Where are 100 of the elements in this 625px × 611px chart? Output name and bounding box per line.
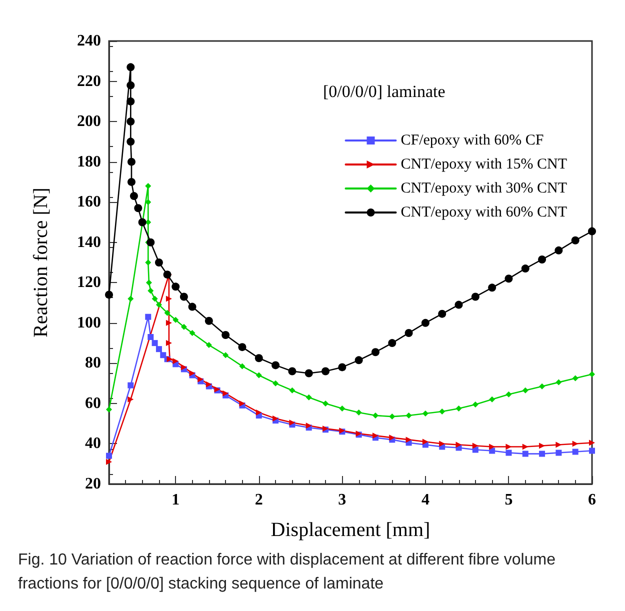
legend-label: CF/epoxy with 60% CF — [400, 132, 544, 148]
point — [166, 320, 172, 326]
point — [439, 408, 446, 415]
point — [372, 412, 378, 419]
x-tick-label: 5 — [504, 492, 513, 508]
point — [239, 363, 246, 370]
point — [172, 358, 179, 364]
point — [180, 324, 187, 330]
point — [154, 258, 163, 266]
point — [589, 448, 595, 454]
point — [204, 316, 213, 325]
point — [148, 334, 154, 340]
point — [306, 394, 312, 400]
point — [146, 238, 155, 246]
point — [404, 328, 413, 337]
point — [156, 346, 162, 352]
point — [522, 387, 528, 394]
point — [304, 369, 313, 378]
point — [145, 182, 152, 189]
y-tick-label: 200 — [77, 113, 101, 130]
y-tick-label: 60 — [85, 394, 101, 412]
point — [589, 371, 595, 378]
point — [152, 340, 158, 346]
point — [126, 81, 135, 90]
legend-label: CNT/epoxy with 60% CNT — [400, 204, 568, 220]
y-tick-label: 180 — [77, 153, 101, 170]
point — [454, 300, 463, 309]
point — [456, 442, 462, 448]
point — [339, 405, 346, 412]
y-tick-label: 220 — [77, 72, 101, 90]
point — [272, 380, 279, 386]
point — [439, 440, 446, 447]
y-tick-label: 120 — [77, 274, 101, 292]
point — [389, 414, 396, 420]
point — [130, 192, 138, 200]
y-tick-label: 140 — [77, 234, 101, 251]
point — [472, 401, 478, 408]
point — [406, 412, 412, 419]
point — [127, 158, 136, 166]
point — [134, 204, 142, 212]
point — [126, 118, 135, 126]
point — [106, 406, 112, 412]
point — [572, 440, 578, 447]
point — [571, 236, 580, 244]
point — [146, 280, 152, 286]
point — [538, 255, 546, 264]
point — [288, 367, 296, 376]
point — [206, 342, 212, 348]
point — [106, 452, 112, 459]
y-tick-label: 40 — [85, 435, 101, 452]
point — [256, 372, 262, 378]
point — [164, 310, 170, 316]
point — [289, 387, 296, 394]
y-axis-title: Reaction force [N] — [30, 188, 52, 338]
x-tick-label: 6 — [588, 492, 596, 508]
point — [127, 178, 136, 186]
point — [128, 382, 134, 388]
point — [572, 375, 578, 382]
y-tick-label: 160 — [77, 194, 101, 211]
point — [105, 290, 113, 299]
x-tick-label: 4 — [421, 492, 430, 508]
point — [472, 446, 478, 453]
x-tick-label: 3 — [338, 492, 346, 508]
point — [188, 302, 196, 311]
point — [145, 314, 152, 320]
legend-label: CNT/epoxy with 30% CNT — [400, 180, 568, 196]
point — [554, 246, 563, 254]
point — [588, 227, 596, 236]
point — [522, 444, 528, 450]
legend-label: CNT/epoxy with 15% CNT — [400, 156, 568, 172]
point — [489, 448, 496, 454]
point — [504, 274, 513, 283]
point — [128, 396, 134, 402]
point — [222, 352, 229, 358]
point — [322, 400, 329, 406]
caption: Fig. 10 Variation of reaction force with displacement at different fibre volume fractions for [0/0/0/0] stacking sequence of laminate — [18, 552, 560, 592]
point — [422, 410, 428, 417]
y-tick-label: 240 — [77, 32, 101, 50]
point — [438, 310, 446, 318]
point — [556, 450, 562, 456]
point — [172, 316, 179, 323]
point — [126, 63, 135, 72]
point — [126, 97, 135, 106]
point — [254, 354, 263, 362]
point — [256, 410, 262, 416]
point — [166, 356, 173, 362]
point — [506, 391, 512, 398]
point — [354, 356, 363, 364]
point — [172, 282, 180, 291]
point — [472, 442, 478, 449]
point — [456, 405, 462, 412]
point — [488, 284, 496, 292]
point — [189, 330, 196, 336]
point — [506, 450, 512, 456]
x-axis-title: Displacement [mm] — [270, 519, 430, 541]
point — [222, 330, 230, 339]
point — [322, 367, 330, 376]
point — [152, 296, 158, 302]
point — [371, 348, 380, 356]
point — [126, 138, 135, 146]
